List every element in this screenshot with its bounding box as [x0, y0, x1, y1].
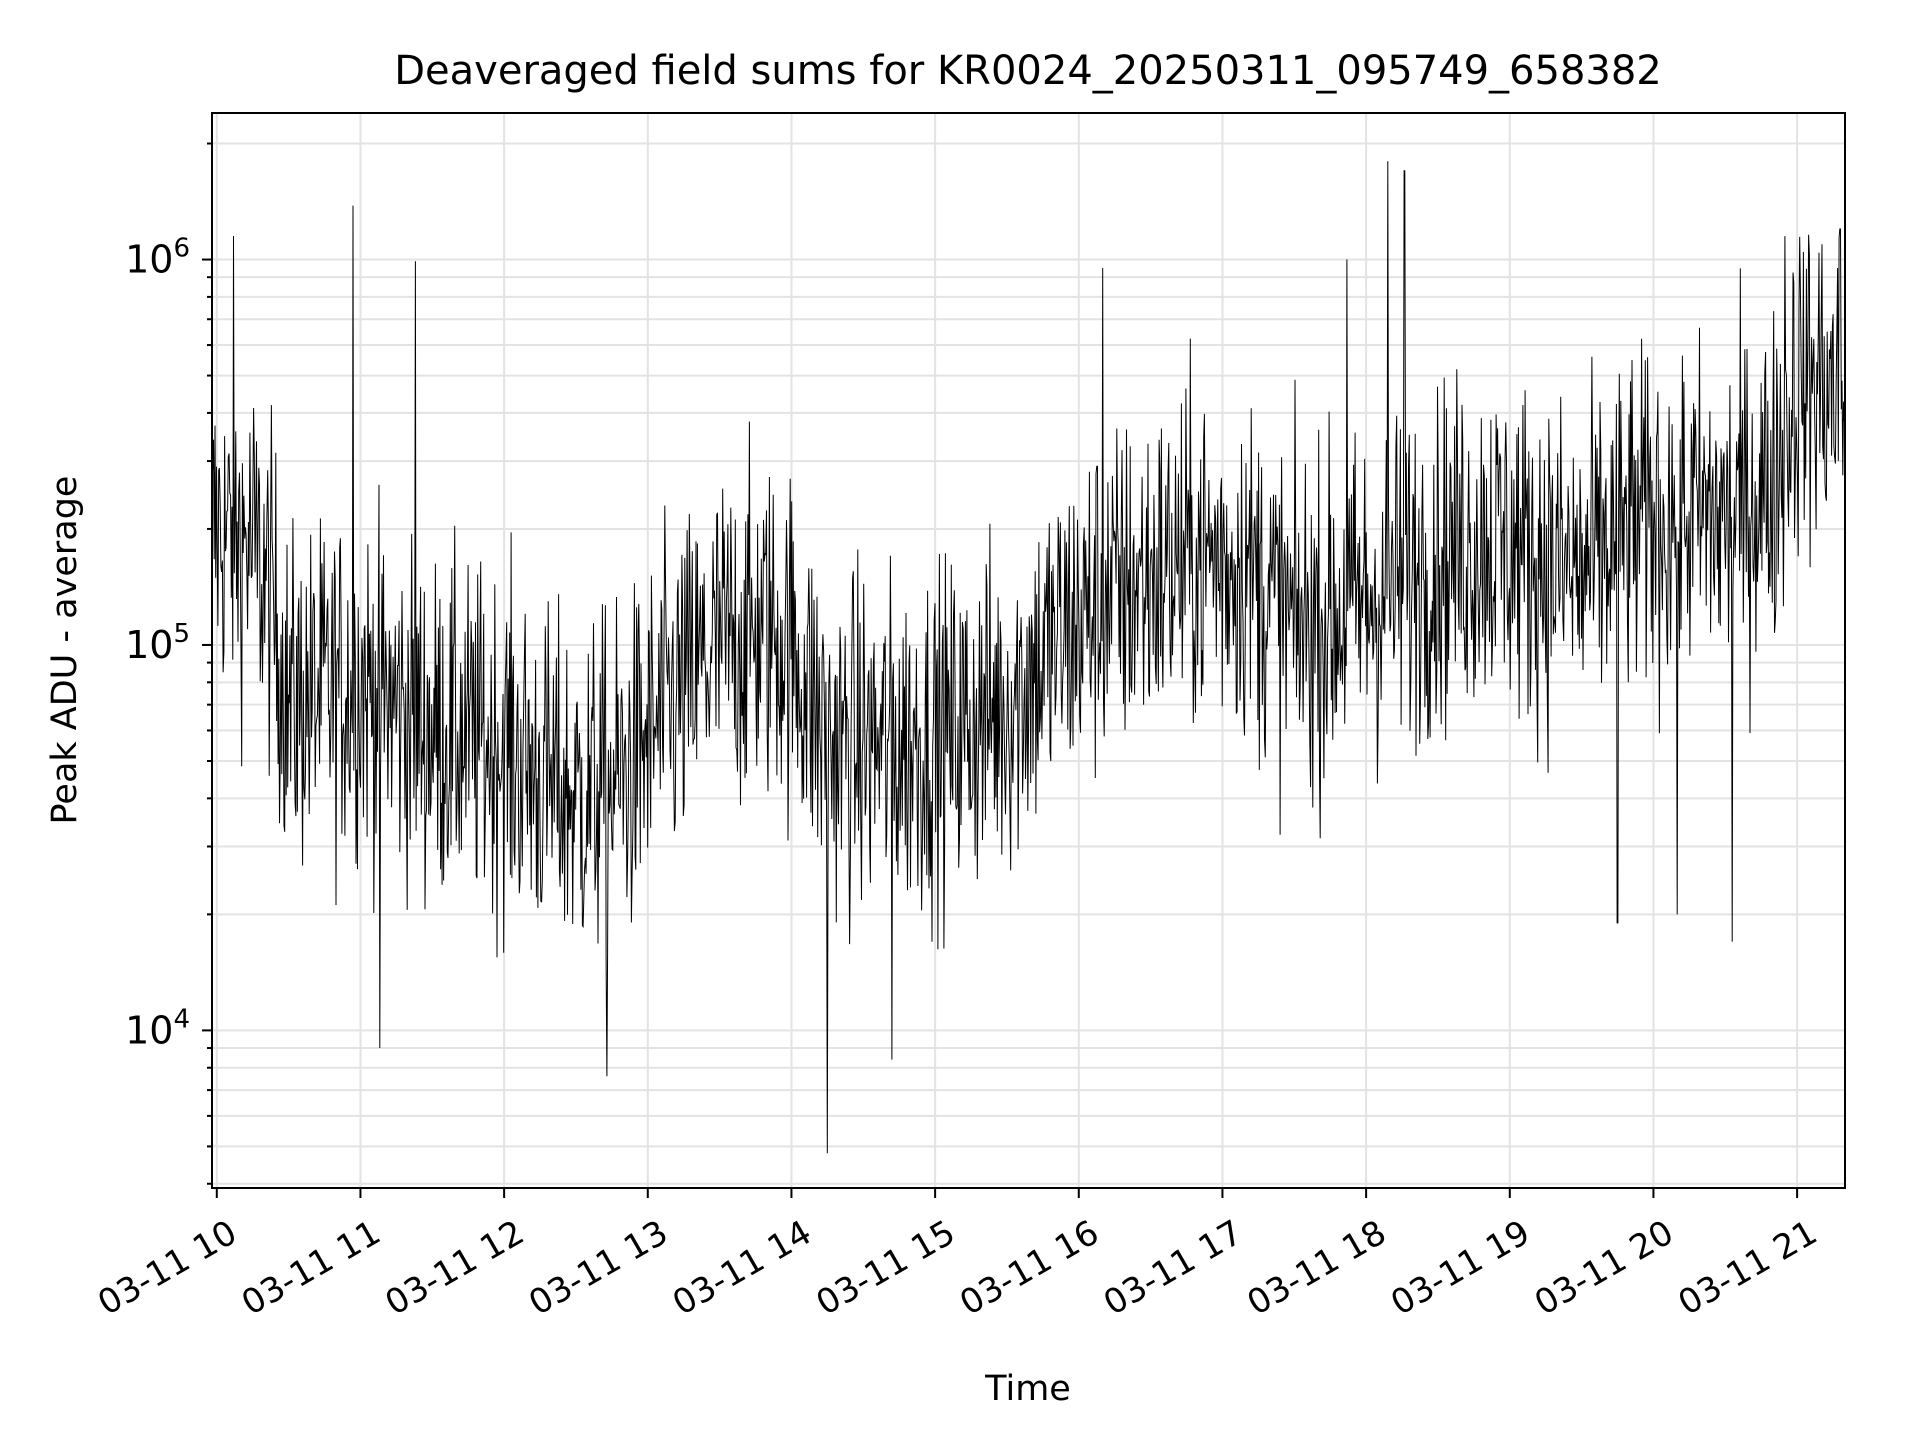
y-tick-label: 104 — [125, 1004, 190, 1052]
y-axis: 104 105 106 — [125, 142, 212, 1185]
y-axis-label: Peak ADU - average — [45, 476, 85, 825]
y-tick-label: 105 — [125, 619, 190, 667]
plot-frame — [211, 112, 1846, 1189]
x-axis-label: Time — [984, 1369, 1071, 1409]
data-layer — [211, 161, 1846, 1154]
series-line — [211, 161, 1846, 1154]
chart-title: Deaveraged field sums for KR0024_2025031… — [394, 48, 1662, 94]
y-tick-label: 106 — [125, 234, 190, 282]
